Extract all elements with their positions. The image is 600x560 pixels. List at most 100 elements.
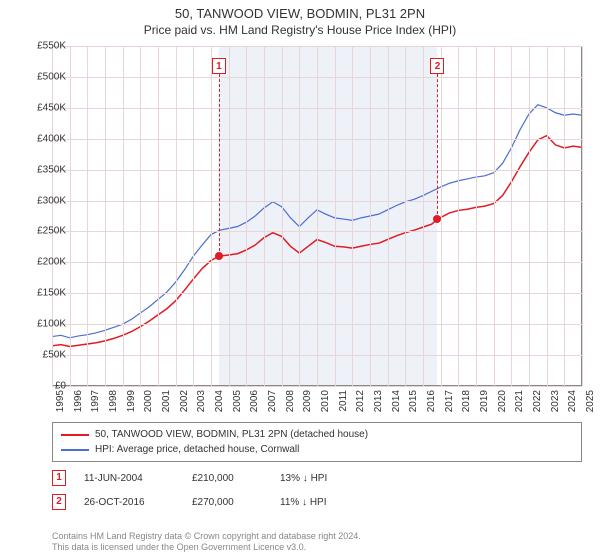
x-tick-label: 2004 xyxy=(214,390,225,412)
sales-list: 1 11-JUN-2004 £210,000 13% ↓ HPI 2 26-OCT-201… xyxy=(52,470,582,510)
x-tick-label: 2000 xyxy=(143,390,154,412)
x-tick-label: 2020 xyxy=(497,390,508,412)
x-tick-label: 2021 xyxy=(514,390,525,412)
gridline-v xyxy=(229,46,230,386)
gridline-v xyxy=(246,46,247,386)
gridline-v xyxy=(458,46,459,386)
y-tick-label: £100K xyxy=(26,319,66,330)
x-tick-label: 2017 xyxy=(444,390,455,412)
sale-row: 2 26-OCT-2016 £270,000 11% ↓ HPI xyxy=(52,494,582,510)
gridline-v xyxy=(405,46,406,386)
sale-diff: 11% ↓ HPI xyxy=(280,497,370,508)
x-tick-label: 1998 xyxy=(108,390,119,412)
footer-line: This data is licensed under the Open Gov… xyxy=(52,542,361,554)
sale-marker: 1 xyxy=(52,470,66,486)
chart-subtitle: Price paid vs. HM Land Registry's House … xyxy=(0,23,600,41)
legend-box: 50, TANWOOD VIEW, BODMIN, PL31 2PN (deta… xyxy=(52,422,582,462)
sale-date: 26-OCT-2016 xyxy=(84,497,174,508)
gridline-v xyxy=(547,46,548,386)
gridline-v xyxy=(158,46,159,386)
gridline-v xyxy=(105,46,106,386)
marker-line xyxy=(219,74,220,256)
legend-area: 50, TANWOOD VIEW, BODMIN, PL31 2PN (deta… xyxy=(52,422,582,510)
x-tick-label: 2014 xyxy=(391,390,402,412)
y-tick-label: £50K xyxy=(26,350,66,361)
footer-text: Contains HM Land Registry data © Crown c… xyxy=(52,531,361,554)
gridline-v xyxy=(423,46,424,386)
x-tick-label: 2010 xyxy=(320,390,331,412)
sale-marker: 2 xyxy=(52,494,66,510)
legend-swatch xyxy=(61,449,89,451)
x-tick-label: 2007 xyxy=(267,390,278,412)
gridline-v xyxy=(211,46,212,386)
y-tick-label: £300K xyxy=(26,195,66,206)
gridline-v xyxy=(87,46,88,386)
legend-label: HPI: Average price, detached house, Corn… xyxy=(95,442,299,457)
gridline-v xyxy=(123,46,124,386)
chart-title: 50, TANWOOD VIEW, BODMIN, PL31 2PN xyxy=(0,0,600,23)
x-tick-label: 2024 xyxy=(567,390,578,412)
y-tick-label: £550K xyxy=(26,41,66,52)
gridline-v xyxy=(476,46,477,386)
gridline-v xyxy=(176,46,177,386)
gridline-v xyxy=(370,46,371,386)
footer-line: Contains HM Land Registry data © Crown c… xyxy=(52,531,361,543)
y-tick-label: £200K xyxy=(26,257,66,268)
legend-row: HPI: Average price, detached house, Corn… xyxy=(61,442,573,457)
x-tick-label: 2016 xyxy=(426,390,437,412)
sale-row: 1 11-JUN-2004 £210,000 13% ↓ HPI xyxy=(52,470,582,486)
sale-date: 11-JUN-2004 xyxy=(84,473,174,484)
x-tick-label: 2003 xyxy=(196,390,207,412)
y-tick-label: £250K xyxy=(26,226,66,237)
marker-line xyxy=(437,74,438,219)
x-tick-label: 2018 xyxy=(461,390,472,412)
x-tick-label: 1996 xyxy=(73,390,84,412)
gridline-v xyxy=(352,46,353,386)
gridline-v xyxy=(282,46,283,386)
gridline-v xyxy=(582,46,583,386)
x-tick-label: 2005 xyxy=(232,390,243,412)
x-tick-label: 2023 xyxy=(550,390,561,412)
plot-area: 12 xyxy=(52,46,582,386)
gridline-v xyxy=(511,46,512,386)
sale-price: £210,000 xyxy=(192,473,262,484)
gridline-v xyxy=(564,46,565,386)
legend-label: 50, TANWOOD VIEW, BODMIN, PL31 2PN (deta… xyxy=(95,427,368,442)
x-tick-label: 2015 xyxy=(408,390,419,412)
gridline-v xyxy=(140,46,141,386)
gridline-v xyxy=(335,46,336,386)
gridline-v xyxy=(264,46,265,386)
y-tick-label: £500K xyxy=(26,71,66,82)
gridline-v xyxy=(529,46,530,386)
marker-box: 1 xyxy=(212,58,226,74)
gridline-v xyxy=(388,46,389,386)
x-tick-label: 2022 xyxy=(532,390,543,412)
gridline-h xyxy=(52,386,582,387)
gridline-v xyxy=(299,46,300,386)
sale-point xyxy=(433,215,441,223)
gridline-v xyxy=(317,46,318,386)
x-tick-label: 2013 xyxy=(373,390,384,412)
x-tick-label: 2012 xyxy=(355,390,366,412)
sale-point xyxy=(215,252,223,260)
x-tick-label: 2025 xyxy=(585,390,596,412)
x-tick-label: 2008 xyxy=(285,390,296,412)
x-tick-label: 2009 xyxy=(302,390,313,412)
gridline-v xyxy=(52,46,53,386)
chart-container: 50, TANWOOD VIEW, BODMIN, PL31 2PN Price… xyxy=(0,0,600,560)
y-tick-label: £450K xyxy=(26,102,66,113)
gridline-v xyxy=(70,46,71,386)
legend-row: 50, TANWOOD VIEW, BODMIN, PL31 2PN (deta… xyxy=(61,427,573,442)
x-tick-label: 2001 xyxy=(161,390,172,412)
sale-diff: 13% ↓ HPI xyxy=(280,473,370,484)
gridline-v xyxy=(193,46,194,386)
legend-swatch xyxy=(61,434,89,436)
gridline-v xyxy=(494,46,495,386)
sale-price: £270,000 xyxy=(192,497,262,508)
y-tick-label: £400K xyxy=(26,133,66,144)
x-tick-label: 1997 xyxy=(90,390,101,412)
y-tick-label: £150K xyxy=(26,288,66,299)
x-tick-label: 1995 xyxy=(55,390,66,412)
x-tick-label: 2011 xyxy=(338,390,349,412)
x-tick-label: 1999 xyxy=(126,390,137,412)
